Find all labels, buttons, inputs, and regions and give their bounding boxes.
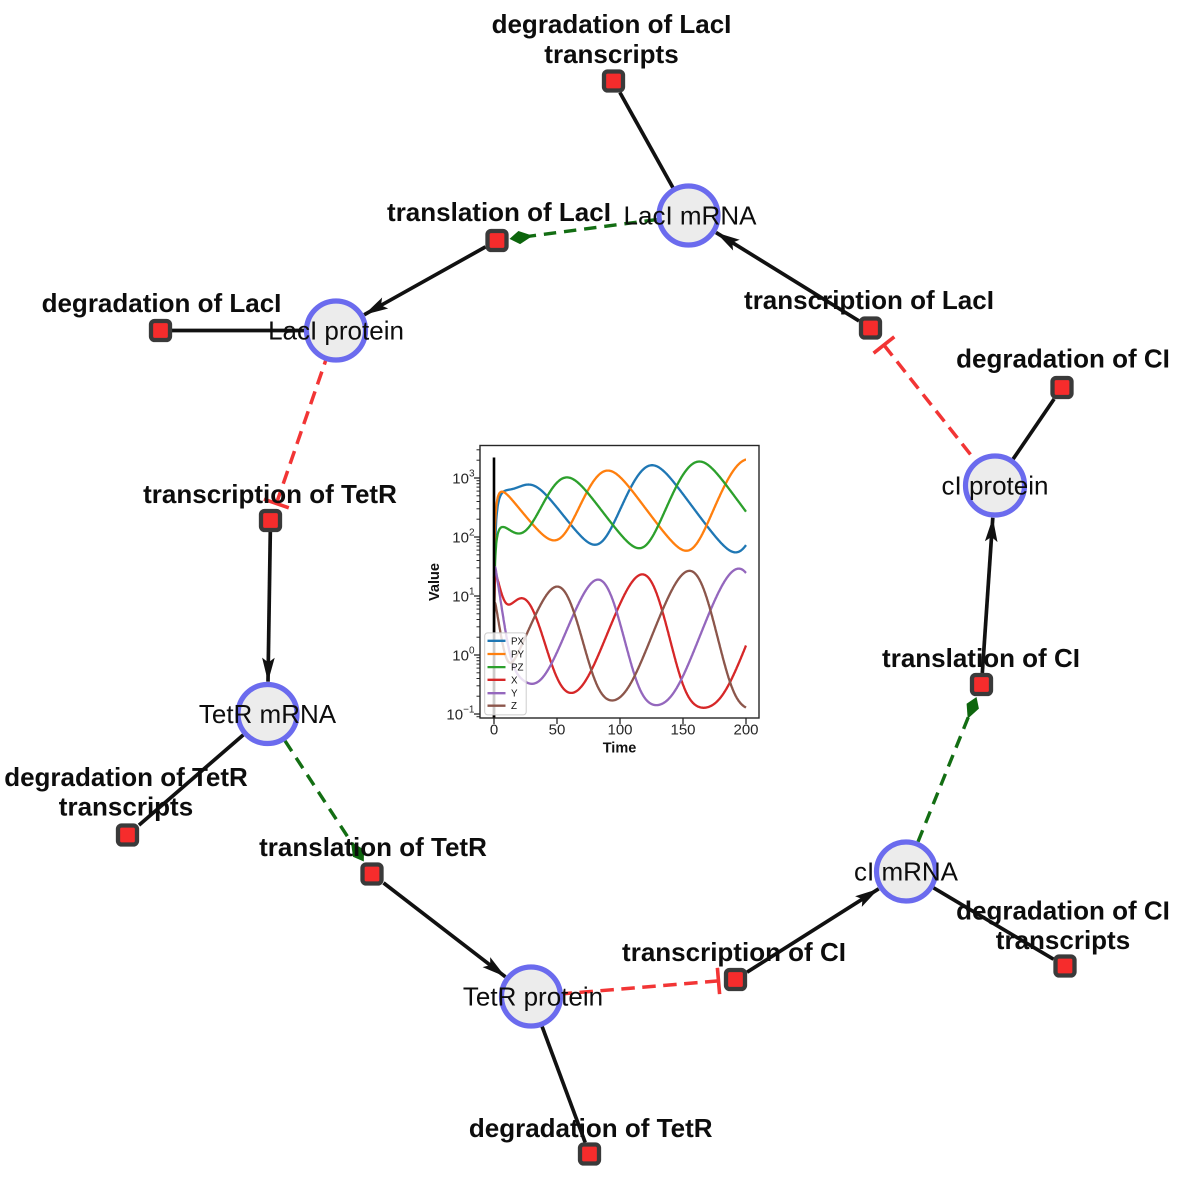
svg-text:degradation of TetR: degradation of TetR	[4, 762, 248, 792]
svg-text:degradation of LacI: degradation of LacI	[492, 9, 732, 39]
svg-text:Z: Z	[511, 701, 517, 712]
svg-text:LacI mRNA: LacI mRNA	[624, 201, 758, 231]
svg-text:translation of TetR: translation of TetR	[259, 832, 487, 862]
svg-text:cI mRNA: cI mRNA	[854, 857, 959, 887]
svg-text:translation of LacI: translation of LacI	[387, 197, 611, 227]
svg-text:PZ: PZ	[511, 663, 524, 674]
svg-text:transcripts: transcripts	[996, 925, 1130, 955]
svg-text:PY: PY	[511, 650, 525, 661]
svg-text:200: 200	[733, 722, 758, 739]
svg-text:0: 0	[490, 722, 498, 739]
svg-text:transcripts: transcripts	[59, 792, 193, 822]
svg-text:X: X	[511, 675, 518, 686]
svg-text:LacI protein: LacI protein	[268, 316, 404, 346]
svg-text:PX: PX	[511, 636, 525, 647]
svg-text:degradation of CI: degradation of CI	[956, 896, 1170, 926]
svg-text:Time: Time	[603, 741, 637, 757]
svg-text:degradation of LacI: degradation of LacI	[42, 288, 282, 318]
svg-text:transcription of CI: transcription of CI	[622, 937, 846, 967]
svg-text:100: 100	[607, 722, 632, 739]
svg-text:150: 150	[670, 722, 695, 739]
svg-text:TetR mRNA: TetR mRNA	[199, 699, 337, 729]
svg-text:TetR protein: TetR protein	[463, 982, 603, 1012]
svg-text:transcription of TetR: transcription of TetR	[143, 479, 397, 509]
svg-text:50: 50	[549, 722, 566, 739]
svg-text:degradation of CI: degradation of CI	[956, 344, 1170, 374]
svg-text:degradation of TetR: degradation of TetR	[469, 1113, 713, 1143]
svg-text:Value: Value	[427, 563, 443, 601]
svg-text:transcripts: transcripts	[544, 39, 678, 69]
svg-text:cI protein: cI protein	[942, 471, 1049, 501]
svg-text:Y: Y	[511, 689, 518, 700]
svg-text:translation of CI: translation of CI	[882, 643, 1080, 673]
svg-text:transcription of LacI: transcription of LacI	[744, 285, 994, 315]
